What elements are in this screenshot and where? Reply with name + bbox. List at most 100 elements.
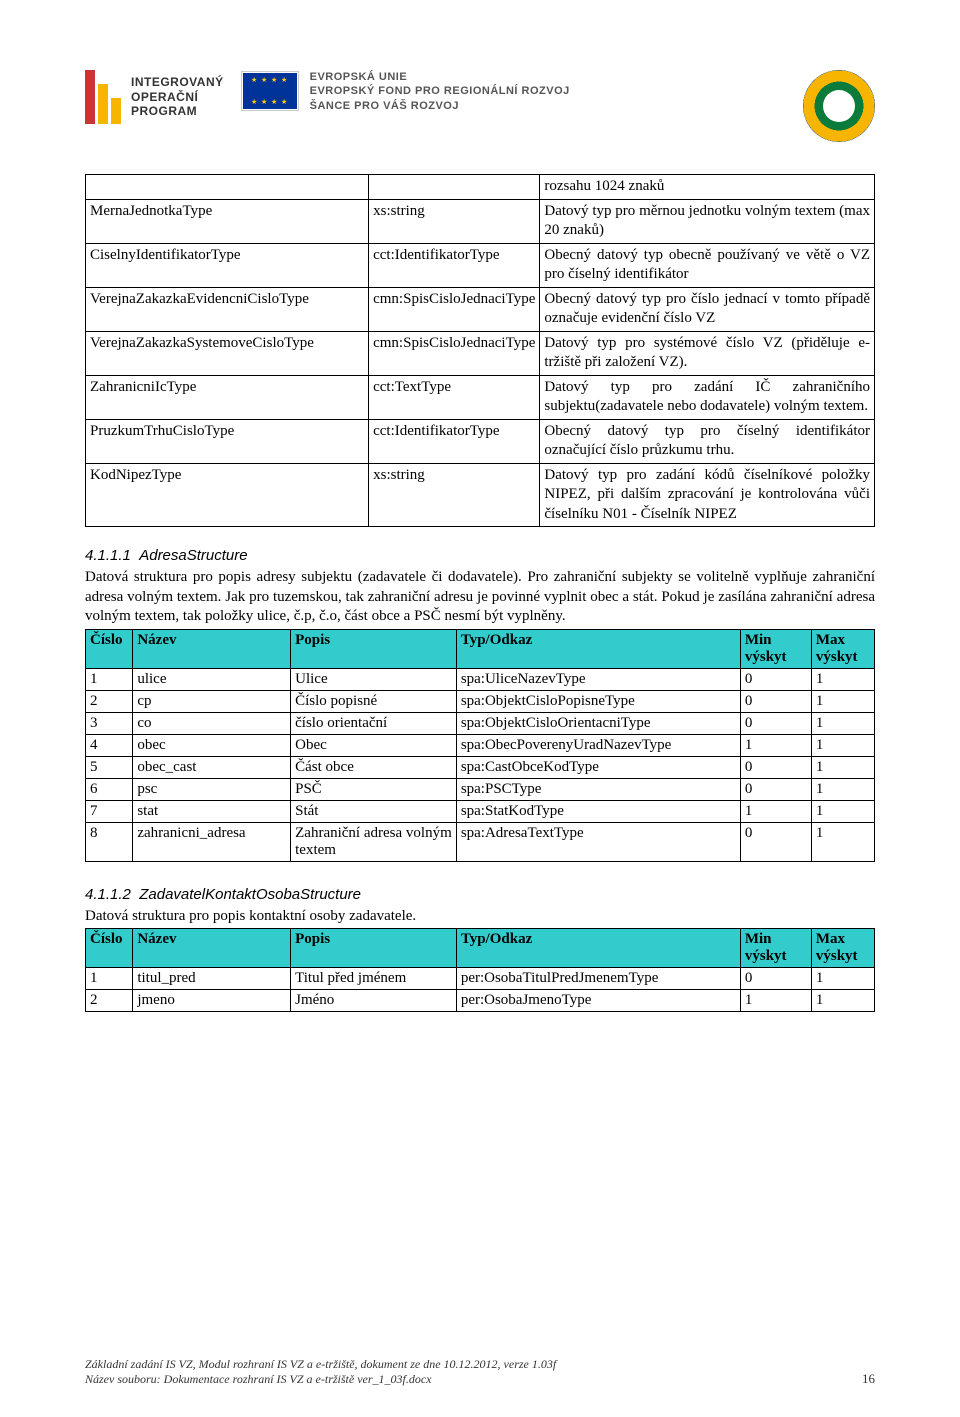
cell-max: 1 — [811, 690, 874, 712]
section-title: AdresaStructure — [139, 547, 247, 564]
col-max: Max výskyt — [811, 929, 874, 968]
section-paragraph: Datová struktura pro popis adresy subjek… — [85, 568, 875, 627]
footer-line: Základní zadání IS VZ, Modul rozhraní IS… — [85, 1357, 556, 1372]
cell-desc: Číslo popisné — [291, 690, 457, 712]
header-logos: INTEGROVANÝ OPERAČNÍ PROGRAM EVROPSKÁ UN… — [85, 70, 875, 142]
cell-name: titul_pred — [133, 968, 291, 990]
table-row: rozsahu 1024 znaků — [86, 175, 875, 200]
table-header-row: Číslo Název Popis Typ/Odkaz Min výskyt M… — [86, 929, 875, 968]
cell-name: obec_cast — [133, 756, 291, 778]
cell-min: 0 — [740, 668, 811, 690]
cell-desc: Jméno — [291, 990, 457, 1012]
eu-line: EVROPSKÝ FOND PRO REGIONÁLNÍ ROZVOJ — [310, 84, 570, 98]
iop-line: INTEGROVANÝ — [131, 75, 224, 89]
table-row: 3cočíslo orientačníspa:ObjektCisloOrient… — [86, 712, 875, 734]
col-min: Min výskyt — [740, 929, 811, 968]
adresa-structure-table: Číslo Název Popis Typ/Odkaz Min výskyt M… — [85, 629, 875, 862]
cell-desc: PSČ — [291, 778, 457, 800]
cell-max: 1 — [811, 734, 874, 756]
type-name-cell: MernaJednotkaType — [86, 199, 369, 243]
cell-desc: Ulice — [291, 668, 457, 690]
cell-desc: číslo orientační — [291, 712, 457, 734]
type-name-cell: ZahranicniIcType — [86, 375, 369, 419]
table-row: MernaJednotkaTypexs:stringDatový typ pro… — [86, 199, 875, 243]
col-nazev: Název — [133, 629, 291, 668]
table-row: 1titul_predTitul před jménemper:OsobaTit… — [86, 968, 875, 990]
cell-name: co — [133, 712, 291, 734]
iop-logo: INTEGROVANÝ OPERAČNÍ PROGRAM — [85, 70, 224, 124]
eu-flag-icon — [242, 72, 298, 110]
cell-num: 3 — [86, 712, 133, 734]
col-popis: Popis — [291, 929, 457, 968]
cell-num: 4 — [86, 734, 133, 756]
description-cell: Obecný datový typ obecně používaný ve vě… — [540, 243, 875, 287]
section-title: ZadavatelKontaktOsobaStructure — [139, 886, 361, 903]
table-row: 2jmenoJménoper:OsobaJmenoType11 — [86, 990, 875, 1012]
table-row: 7statStátspa:StatKodType11 — [86, 800, 875, 822]
cell-num: 5 — [86, 756, 133, 778]
col-min: Min výskyt — [740, 629, 811, 668]
cell-max: 1 — [811, 756, 874, 778]
cell-name: zahranicni_adresa — [133, 822, 291, 861]
type-name-cell: VerejnaZakazkaSystemoveCisloType — [86, 331, 369, 375]
cell-min: 0 — [740, 756, 811, 778]
col-nazev: Název — [133, 929, 291, 968]
datatypes-table: rozsahu 1024 znakůMernaJednotkaTypexs:st… — [85, 174, 875, 527]
description-cell: rozsahu 1024 znaků — [540, 175, 875, 200]
cell-min: 0 — [740, 822, 811, 861]
cell-min: 0 — [740, 690, 811, 712]
section-heading: 4.1.1.2 ZadavatelKontaktOsobaStructure — [85, 886, 875, 903]
base-type-cell: xs:string — [369, 463, 540, 527]
cell-type: per:OsobaTitulPredJmenemType — [456, 968, 740, 990]
cell-max: 1 — [811, 800, 874, 822]
cell-name: cp — [133, 690, 291, 712]
table-row: CiselnyIdentifikatorTypecct:Identifikato… — [86, 243, 875, 287]
table-row: ZahranicniIcTypecct:TextTypeDatový typ p… — [86, 375, 875, 419]
table-row: KodNipezTypexs:stringDatový typ pro zadá… — [86, 463, 875, 527]
iop-logo-text: INTEGROVANÝ OPERAČNÍ PROGRAM — [131, 75, 224, 118]
iop-line: PROGRAM — [131, 104, 224, 118]
cell-min: 1 — [740, 734, 811, 756]
section-paragraph: Datová struktura pro popis kontaktní oso… — [85, 907, 875, 927]
section-heading: 4.1.1.1 AdresaStructure — [85, 547, 875, 564]
eu-logo: EVROPSKÁ UNIE EVROPSKÝ FOND PRO REGIONÁL… — [242, 70, 570, 113]
cell-min: 1 — [740, 800, 811, 822]
table-row: VerejnaZakazkaEvidencniCisloTypecmn:Spis… — [86, 287, 875, 331]
description-cell: Datový typ pro systémové číslo VZ (přidě… — [540, 331, 875, 375]
base-type-cell: cmn:SpisCisloJednaciType — [369, 287, 540, 331]
cell-min: 0 — [740, 968, 811, 990]
cell-num: 1 — [86, 668, 133, 690]
cell-num: 2 — [86, 690, 133, 712]
cell-desc: Část obce — [291, 756, 457, 778]
type-name-cell: KodNipezType — [86, 463, 369, 527]
base-type-cell — [369, 175, 540, 200]
document-page: INTEGROVANÝ OPERAČNÍ PROGRAM EVROPSKÁ UN… — [0, 0, 960, 1417]
description-cell: Obecný datový typ pro číselný identifiká… — [540, 419, 875, 463]
iop-bars-icon — [85, 70, 121, 124]
type-name-cell: CiselnyIdentifikatorType — [86, 243, 369, 287]
cell-desc: Zahraniční adresa volným textem — [291, 822, 457, 861]
base-type-cell: cmn:SpisCisloJednaciType — [369, 331, 540, 375]
col-cislo: Číslo — [86, 629, 133, 668]
cell-type: spa:ObecPoverenyUradNazevType — [456, 734, 740, 756]
table-row: PruzkumTrhuCisloTypecct:IdentifikatorTyp… — [86, 419, 875, 463]
cell-max: 1 — [811, 778, 874, 800]
type-name-cell — [86, 175, 369, 200]
section-number: 4.1.1.1 — [85, 547, 131, 564]
mmr-logo-icon — [803, 70, 875, 142]
cell-desc: Titul před jménem — [291, 968, 457, 990]
description-cell: Datový typ pro měrnou jednotku volným te… — [540, 199, 875, 243]
cell-type: spa:PSCType — [456, 778, 740, 800]
cell-name: ulice — [133, 668, 291, 690]
eu-line: EVROPSKÁ UNIE — [310, 70, 570, 84]
cell-num: 8 — [86, 822, 133, 861]
table-row: 2cpČíslo popisnéspa:ObjektCisloPopisneTy… — [86, 690, 875, 712]
cell-num: 2 — [86, 990, 133, 1012]
kontakt-structure-table: Číslo Název Popis Typ/Odkaz Min výskyt M… — [85, 928, 875, 1012]
base-type-cell: cct:TextType — [369, 375, 540, 419]
cell-max: 1 — [811, 990, 874, 1012]
cell-num: 6 — [86, 778, 133, 800]
eu-line: ŠANCE PRO VÁŠ ROZVOJ — [310, 99, 570, 113]
cell-type: spa:CastObceKodType — [456, 756, 740, 778]
section-number: 4.1.1.2 — [85, 886, 131, 903]
